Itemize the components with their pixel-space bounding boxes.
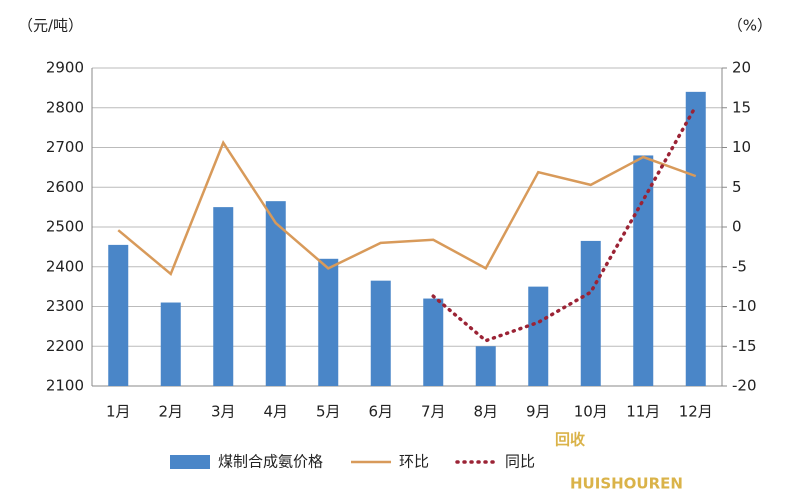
y-tick-label: 2900 — [46, 59, 84, 77]
y-tick-label: 2300 — [46, 297, 84, 315]
y2-tick-label: 0 — [732, 218, 742, 236]
bar — [685, 91, 706, 386]
y-tick-label: 2200 — [46, 337, 84, 355]
x-tick-label: 8月 — [473, 403, 498, 421]
y2-tick-label: -5 — [732, 257, 747, 275]
y2-unit: （%） — [728, 17, 772, 35]
y2-tick-label: 5 — [732, 178, 742, 196]
line-series — [117, 140, 697, 276]
y2-tick-label: 20 — [732, 59, 751, 77]
bar — [160, 302, 181, 386]
y-tick-label: 2500 — [46, 218, 84, 236]
bar — [633, 155, 654, 386]
y-tick-label: 2100 — [46, 377, 84, 395]
legend-swatch — [170, 455, 210, 469]
y2-tick-label: -10 — [732, 297, 757, 315]
y-tick-label: 2600 — [46, 178, 84, 196]
y-tick-label: 2800 — [46, 98, 84, 116]
x-tick-label: 4月 — [263, 403, 288, 421]
y-tick-label: 2700 — [46, 138, 84, 156]
legend-label: 环比 — [399, 453, 429, 471]
x-tick-label: 2月 — [158, 403, 183, 421]
x-tick-label: 11月 — [626, 403, 660, 421]
x-tick-label: 7月 — [421, 403, 446, 421]
y2-tick-label: -20 — [732, 377, 757, 395]
watermark-sub: HUISHOUREN — [570, 475, 683, 493]
y-tick-label: 2400 — [46, 257, 84, 275]
bar — [423, 298, 444, 386]
x-tick-label: 5月 — [316, 403, 341, 421]
x-tick-label: 10月 — [574, 403, 608, 421]
legend-label: 煤制合成氨价格 — [218, 453, 323, 471]
line-series — [431, 104, 698, 343]
bar — [528, 286, 549, 386]
bar — [475, 346, 496, 386]
x-tick-label: 9月 — [526, 403, 551, 421]
bar — [318, 258, 339, 386]
x-tick-label: 12月 — [679, 403, 713, 421]
legend-label: 同比 — [505, 453, 535, 471]
x-tick-label: 3月 — [211, 403, 236, 421]
bar — [108, 244, 129, 386]
y2-tick-label: -15 — [732, 337, 757, 355]
y2-tick-label: 15 — [732, 98, 751, 116]
bar — [370, 280, 391, 386]
bar — [580, 240, 601, 386]
x-tick-label: 1月 — [106, 403, 131, 421]
y2-tick-label: 10 — [732, 138, 751, 156]
y-unit: （元/吨） — [18, 17, 83, 35]
watermark: 回收 — [555, 431, 585, 449]
x-tick-label: 6月 — [368, 403, 393, 421]
bar — [213, 207, 234, 386]
bar — [265, 201, 286, 386]
